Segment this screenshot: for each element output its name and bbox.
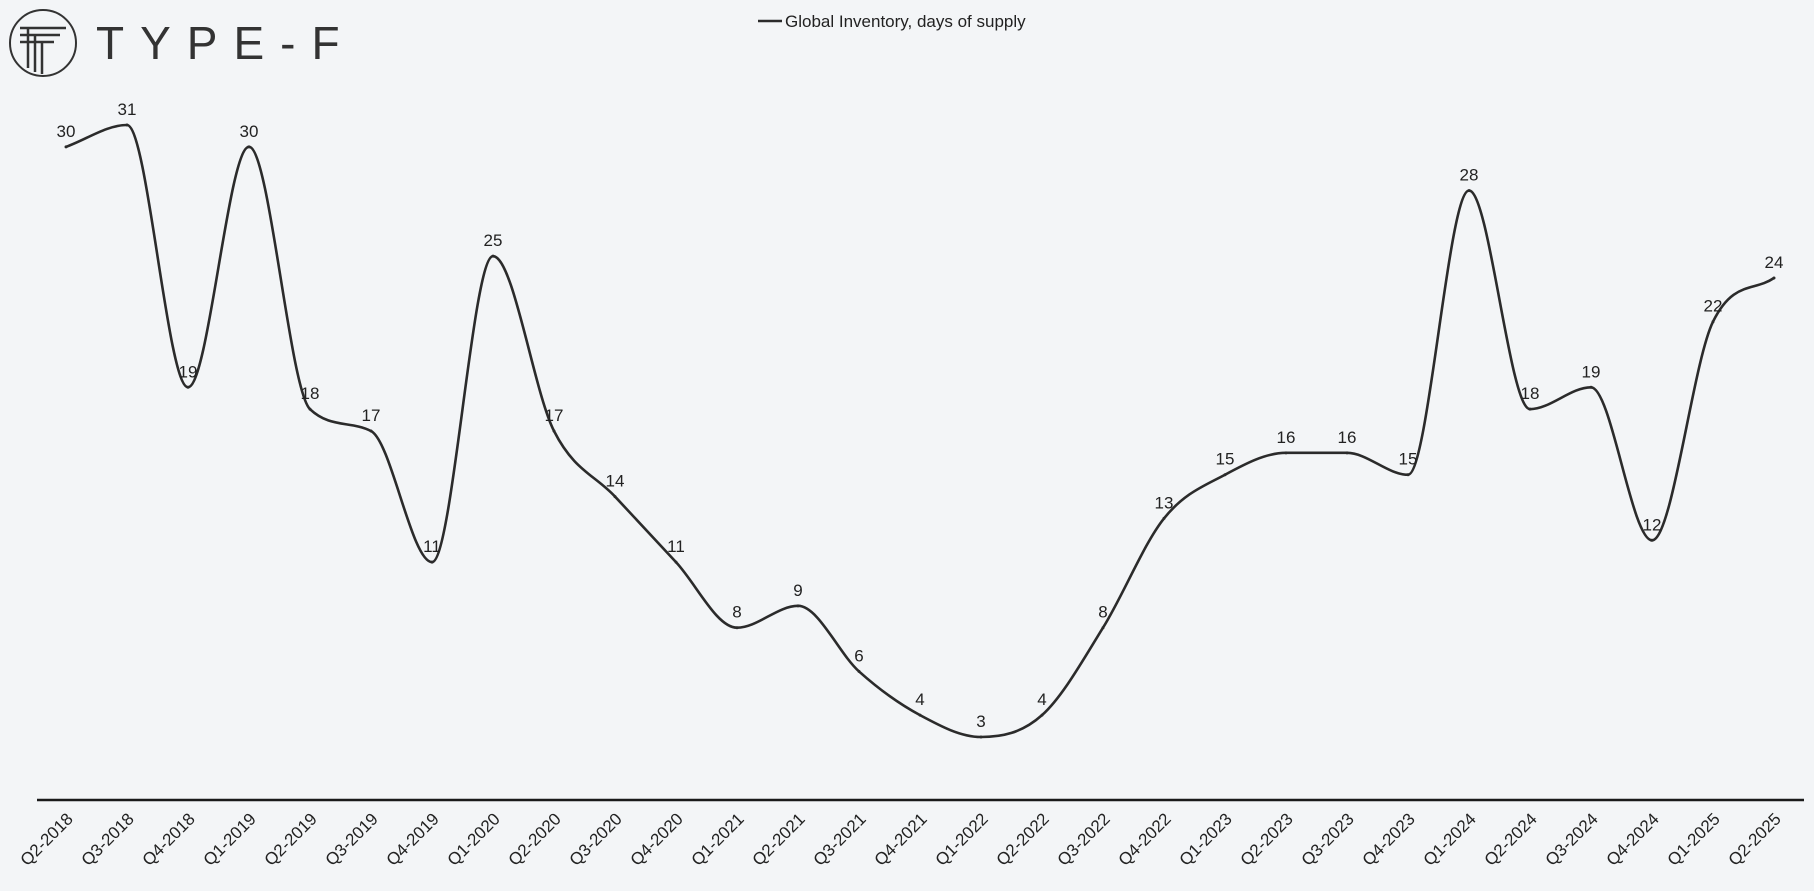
data-label: 15 <box>1399 450 1418 469</box>
x-tick-label: Q4-2018 <box>139 809 199 869</box>
data-point <box>1772 276 1776 280</box>
x-tick-label: Q1-2024 <box>1420 809 1480 869</box>
data-label: 19 <box>179 362 198 381</box>
data-label: 3 <box>976 712 985 731</box>
data-label: 22 <box>1704 297 1723 316</box>
data-label: 30 <box>240 122 259 141</box>
x-tick-label: Q4-2020 <box>627 809 687 869</box>
data-point <box>1345 451 1349 455</box>
data-point <box>674 560 678 564</box>
data-point <box>1040 713 1044 717</box>
x-tick-label: Q2-2024 <box>1481 809 1541 869</box>
x-tick-label: Q3-2024 <box>1542 809 1602 869</box>
data-point <box>1284 451 1288 455</box>
data-label: 16 <box>1338 428 1357 447</box>
x-tick-label: Q4-2024 <box>1603 809 1663 869</box>
x-tick-label: Q1-2022 <box>932 809 992 869</box>
data-label: 17 <box>545 406 564 425</box>
x-tick-label: Q2-2020 <box>505 809 565 869</box>
chart-legend: Global Inventory, days of supply <box>758 12 1026 31</box>
x-tick-label: Q3-2023 <box>1298 809 1358 869</box>
x-tick-label: Q2-2019 <box>261 809 321 869</box>
data-label: 9 <box>793 581 802 600</box>
x-tick-label: Q3-2020 <box>566 809 626 869</box>
series-line <box>65 123 1775 739</box>
x-tick-label: Q3-2022 <box>1054 809 1114 869</box>
x-tick-label: Q2-2025 <box>1725 809 1785 869</box>
x-tick-label: Q4-2021 <box>871 809 931 869</box>
data-point <box>552 429 556 433</box>
data-point <box>1711 320 1715 324</box>
x-tick-label: Q2-2022 <box>993 809 1053 869</box>
data-point <box>1650 538 1654 542</box>
data-label: 17 <box>362 406 381 425</box>
data-label: 28 <box>1460 166 1479 185</box>
data-label: 6 <box>854 646 863 665</box>
data-point <box>125 123 129 127</box>
data-point <box>857 669 861 673</box>
x-tick-label: Q3-2018 <box>78 809 138 869</box>
x-tick-label: Q2-2023 <box>1237 809 1297 869</box>
brand-logo: TYPE-F <box>8 8 356 78</box>
data-label: 11 <box>423 537 441 556</box>
data-point <box>1528 407 1532 411</box>
data-points <box>64 123 1776 739</box>
data-point <box>1406 473 1410 477</box>
data-label: 30 <box>57 122 76 141</box>
data-point <box>918 713 922 717</box>
x-axis-ticks: Q2-2018 Q3-2018 Q4-2018 Q1-2019 Q2-2019 Q3-20… <box>17 809 1785 869</box>
data-point <box>796 604 800 608</box>
x-tick-label: Q1-2020 <box>444 809 504 869</box>
data-point <box>1589 385 1593 389</box>
data-label: 19 <box>1582 362 1601 381</box>
data-point <box>491 254 495 258</box>
x-tick-label: Q4-2023 <box>1359 809 1419 869</box>
data-label: 18 <box>301 384 320 403</box>
data-point <box>186 385 190 389</box>
x-tick-label: Q4-2019 <box>383 809 443 869</box>
x-tick-label: Q4-2022 <box>1115 809 1175 869</box>
x-tick-label: Q2-2018 <box>17 809 77 869</box>
x-tick-label: Q1-2019 <box>200 809 260 869</box>
x-tick-label: Q1-2023 <box>1176 809 1236 869</box>
data-label: 4 <box>915 690 924 709</box>
data-label: 12 <box>1643 515 1662 534</box>
brand-wordmark: TYPE-F <box>96 17 356 69</box>
x-tick-label: Q3-2019 <box>322 809 382 869</box>
data-point <box>247 145 251 149</box>
data-point <box>369 429 373 433</box>
data-point <box>613 495 617 499</box>
data-point <box>430 560 434 564</box>
data-point <box>735 626 739 630</box>
data-point <box>1223 473 1227 477</box>
data-label: 16 <box>1277 428 1296 447</box>
data-point <box>1467 189 1471 193</box>
data-point <box>308 407 312 411</box>
legend-label: Global Inventory, days of supply <box>785 12 1026 31</box>
data-label: 25 <box>484 231 503 250</box>
data-label: 15 <box>1216 450 1235 469</box>
x-tick-label: Q2-2021 <box>749 809 809 869</box>
data-label: 13 <box>1155 493 1174 512</box>
data-label: 14 <box>606 472 625 491</box>
data-label: 11 <box>667 537 685 556</box>
data-label: 4 <box>1037 690 1046 709</box>
data-label: 31 <box>118 100 137 119</box>
type-f-logo-icon <box>9 9 77 77</box>
data-label: 24 <box>1765 253 1784 272</box>
data-label: 18 <box>1521 384 1540 403</box>
x-tick-label: Q3-2021 <box>810 809 870 869</box>
x-tick-label: Q1-2021 <box>688 809 748 869</box>
data-label: 8 <box>1098 603 1107 622</box>
data-point <box>64 145 68 149</box>
data-point <box>1101 626 1105 630</box>
data-label: 8 <box>732 603 741 622</box>
data-point <box>1162 516 1166 520</box>
data-labels: 30 31 19 30 18 17 11 25 17 14 11 8 9 6 4 3 4 8 13 15 16 16 15 2… <box>57 100 1784 731</box>
x-tick-label: Q1-2025 <box>1664 809 1724 869</box>
data-point <box>979 735 983 739</box>
